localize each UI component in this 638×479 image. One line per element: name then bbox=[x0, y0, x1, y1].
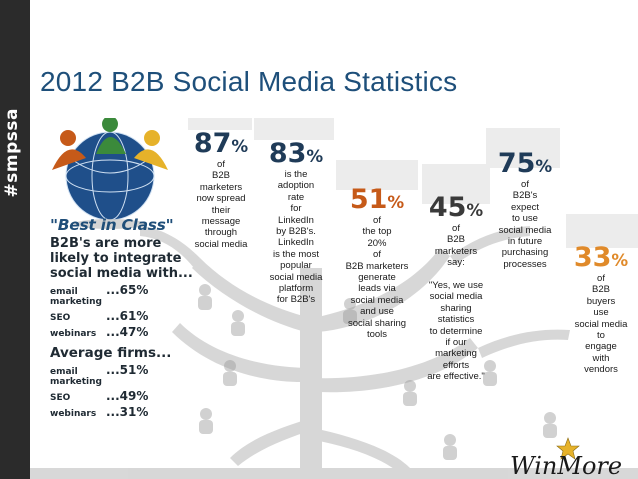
channel-value: ...51% bbox=[106, 363, 149, 377]
channel-label: webinars bbox=[50, 409, 97, 419]
stat-value: 75% bbox=[497, 148, 553, 179]
list-item: email marketing ...51% bbox=[50, 363, 220, 387]
stat-effectiveness: 45% of B2B marketers say: "Yes, we use s… bbox=[418, 194, 494, 383]
channel-label: webinars bbox=[50, 329, 97, 339]
list-item: SEO ...49% bbox=[50, 389, 220, 403]
stat-buyers-engage: 33% of B2B buyers use social media to en… bbox=[564, 244, 638, 376]
logo-star-icon: WinMore bbox=[510, 437, 622, 479]
list-item: email marketing ...65% bbox=[50, 283, 220, 307]
stat-description: of B2B's expect to use social media in f… bbox=[498, 179, 552, 270]
stat-linkedin-adoption: 87% of B2B marketers now spread their me… bbox=[188, 130, 254, 250]
tree-illustration bbox=[30, 118, 638, 479]
stat-value: 51% bbox=[349, 184, 405, 215]
average-firms-heading: Average firms... bbox=[50, 345, 172, 361]
list-item: SEO ...61% bbox=[50, 309, 220, 323]
stat-description: is the adoption rate for LinkedIn by B2B… bbox=[269, 169, 323, 306]
stat-description: of B2B marketers now spread their messag… bbox=[194, 159, 248, 250]
channel-value: ...49% bbox=[106, 389, 149, 403]
infographic: 87% of B2B marketers now spread their me… bbox=[30, 118, 638, 479]
stat-description: of B2B buyers use social media to engage… bbox=[574, 273, 628, 376]
stat-top-marketers: 51% of the top 20% of B2B marketers gene… bbox=[334, 186, 420, 340]
svg-text:WinMore: WinMore bbox=[510, 452, 622, 479]
channel-label: SEO bbox=[50, 313, 71, 323]
list-item: webinars ...47% bbox=[50, 325, 220, 339]
stat-linkedin: 83% is the adoption rate for LinkedIn by… bbox=[256, 140, 336, 306]
stat-value: 87% bbox=[193, 128, 249, 159]
channel-value: ...61% bbox=[106, 309, 149, 323]
stat-value: 33% bbox=[573, 242, 629, 273]
hashtag-label: #smpssa bbox=[2, 108, 22, 198]
page-title: 2012 B2B Social Media Statistics bbox=[40, 66, 458, 97]
channel-label: email marketing bbox=[50, 287, 102, 307]
stat-description: of B2B marketers say: "Yes, we use socia… bbox=[427, 223, 485, 383]
comparison-panel: "Best in Class" B2B's are more likely to… bbox=[50, 216, 220, 419]
stat-value: 45% bbox=[428, 192, 484, 223]
list-item: webinars ...31% bbox=[50, 405, 220, 419]
channel-label: SEO bbox=[50, 393, 71, 403]
stat-value: 83% bbox=[268, 138, 324, 169]
best-in-class-heading: "Best in Class" bbox=[50, 216, 174, 234]
winmore-logo: WinMore bbox=[506, 436, 626, 479]
channel-value: ...31% bbox=[106, 405, 149, 419]
best-in-class-lead: B2B's are more likely to integrate socia… bbox=[50, 236, 193, 281]
channel-value: ...47% bbox=[106, 325, 149, 339]
channel-label: email marketing bbox=[50, 367, 102, 387]
stat-description: of the top 20% of B2B marketers generate… bbox=[345, 215, 409, 341]
stat-future-purchasing: 75% of B2B's expect to use social media … bbox=[486, 150, 564, 270]
channel-value: ...65% bbox=[106, 283, 149, 297]
side-bar: #smpssa bbox=[0, 0, 30, 479]
globe-people-icon bbox=[52, 118, 168, 229]
